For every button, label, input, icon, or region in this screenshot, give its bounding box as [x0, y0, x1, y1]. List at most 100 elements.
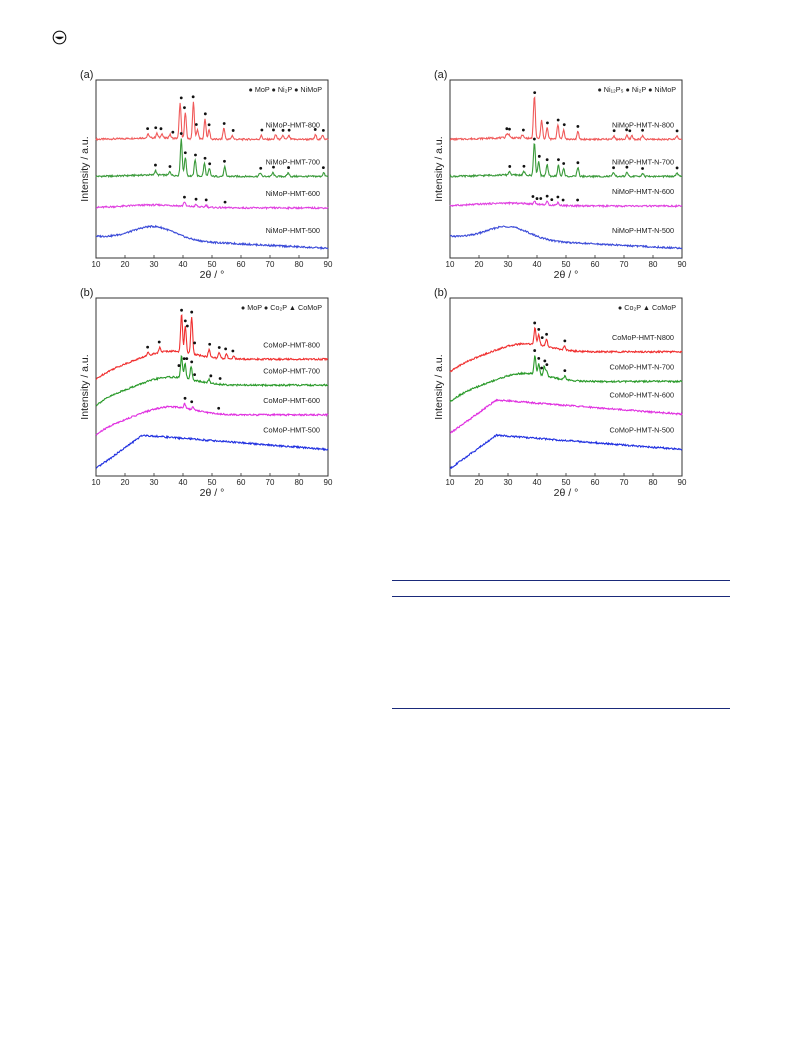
- x-tick-label: 70: [620, 478, 629, 487]
- xrd-chart-nimop-hmt-n: (a) Intensity / a.u. 10 20 30 40 50 60 70 80 90 2θ …: [433, 69, 687, 280]
- phase-marker: [321, 166, 325, 170]
- phase-marker: [550, 198, 554, 202]
- series-line-comop-hmt-800: [95, 314, 328, 380]
- x-tick-label: 40: [179, 478, 188, 487]
- phase-marker: [576, 161, 580, 165]
- xrd-chart-comop-hmt-n: (b) Intensity / a.u. 10 20 30 40 50 60 70 80 90 2θ …: [433, 287, 687, 498]
- series-line-comop-hmt-600: [95, 402, 329, 436]
- legend: ● Ni₁₂P₅ ● Ni₂P ● NiMoP: [597, 85, 676, 94]
- series-line-nimop-hmt-700: [95, 138, 329, 179]
- legend-symbol: ▲: [287, 303, 298, 312]
- phase-marker: [194, 123, 198, 126]
- phase-marker: [321, 128, 325, 132]
- series-label: NiMoP-HMT-N-500: [612, 226, 674, 235]
- phase-marker: [194, 197, 198, 201]
- table-top-rule: [392, 580, 730, 581]
- phase-marker: [204, 198, 208, 202]
- phase-marker: [183, 151, 187, 155]
- series-line-comop-hmt-500: [95, 434, 329, 469]
- series-label: NiMoP-HMT-N-700: [612, 158, 674, 167]
- x-tick-label: 50: [208, 478, 217, 487]
- phase-marker: [224, 347, 228, 351]
- x-tick-label: 30: [504, 260, 513, 269]
- legend-entry: Ni₂P: [278, 85, 293, 94]
- phase-marker: [260, 128, 264, 132]
- phase-marker: [217, 346, 221, 349]
- phase-marker: [203, 156, 207, 160]
- phase-marker: [540, 336, 544, 339]
- legend-entry: CoMoP: [652, 303, 676, 312]
- x-tick-label: 50: [562, 260, 571, 269]
- phase-marker: [628, 129, 632, 133]
- x-tick-label: 30: [150, 260, 159, 269]
- phase-marker: [531, 195, 535, 198]
- phase-marker: [532, 137, 536, 141]
- phase-marker: [183, 195, 186, 199]
- phase-marker: [576, 198, 579, 202]
- x-tick-label: 60: [591, 260, 600, 269]
- x-tick-label: 60: [237, 478, 246, 487]
- phase-marker: [313, 128, 317, 131]
- phase-marker: [182, 357, 186, 361]
- x-tick-label: 10: [446, 260, 455, 269]
- series-line-nimop-hmt-n-800: [450, 96, 683, 142]
- y-axis-label: Intensity / a.u.: [433, 136, 445, 201]
- phase-marker: [522, 164, 526, 168]
- phase-marker: [537, 357, 541, 360]
- x-tick-label: 80: [649, 478, 658, 487]
- series-line-nimop-hmt-600: [95, 201, 329, 211]
- phase-marker: [157, 340, 161, 344]
- phase-marker: [218, 377, 222, 380]
- series-label: NiMoP-HMT-500: [266, 226, 320, 235]
- phase-marker: [154, 163, 157, 167]
- phase-marker: [539, 197, 543, 200]
- xrd-chart-comop-hmt: (b) Intensity / a.u. 10 20 30 40 50 60 70 80 90 2θ …: [79, 287, 333, 498]
- legend-symbol: ●: [269, 85, 277, 94]
- series-line-comop-hmt-n-500: [449, 433, 683, 470]
- phase-marker: [540, 366, 544, 370]
- phase-marker: [287, 128, 291, 132]
- series-line-comop-hmt-n800: [449, 326, 683, 373]
- phase-marker: [533, 321, 537, 325]
- legend-symbol: ●: [646, 85, 654, 94]
- legend-symbol: ●: [292, 85, 300, 94]
- series-label: CoMoP-HMT-N-700: [610, 363, 674, 372]
- phase-marker: [625, 165, 629, 169]
- x-tick-label: 80: [295, 478, 304, 487]
- phase-marker: [190, 360, 194, 364]
- x-tick-label: 10: [446, 478, 455, 487]
- phase-marker: [183, 106, 186, 110]
- phase-marker: [159, 127, 163, 131]
- legend-symbol: ●: [618, 303, 624, 312]
- series-label: CoMoP-HMT-600: [263, 396, 320, 405]
- phase-marker: [556, 195, 560, 199]
- x-tick-label: 70: [266, 478, 275, 487]
- phase-marker: [231, 129, 235, 132]
- series-label: CoMoP-HMT-N-500: [610, 426, 674, 435]
- phase-marker: [563, 369, 567, 373]
- x-tick-label: 20: [475, 478, 484, 487]
- phase-marker: [543, 359, 547, 363]
- phase-marker: [183, 319, 187, 323]
- phase-marker: [190, 310, 194, 314]
- x-tick-label: 30: [150, 478, 159, 487]
- phase-marker: [193, 373, 196, 376]
- phase-marker: [180, 308, 183, 312]
- legend-entry: Co₂P: [624, 303, 641, 312]
- x-tick-label: 40: [533, 478, 542, 487]
- phase-marker: [146, 345, 150, 349]
- phase-marker: [179, 132, 183, 135]
- x-tick-label: 90: [678, 478, 687, 487]
- phase-marker: [537, 327, 541, 331]
- series-line-nimop-hmt-n-600: [449, 200, 683, 209]
- phase-marker: [179, 96, 183, 100]
- series-label: CoMoP-HMT-800: [263, 340, 320, 349]
- legend: ● MoP ● Ni₂P ● NiMoP: [248, 85, 322, 94]
- x-tick-label: 40: [179, 260, 188, 269]
- phase-marker: [272, 128, 275, 132]
- legend-entry: MoP: [247, 303, 262, 312]
- phase-marker: [556, 118, 560, 122]
- phase-marker: [563, 339, 567, 343]
- x-tick-label: 40: [533, 260, 542, 269]
- x-axis-label: 2θ / °: [554, 269, 579, 280]
